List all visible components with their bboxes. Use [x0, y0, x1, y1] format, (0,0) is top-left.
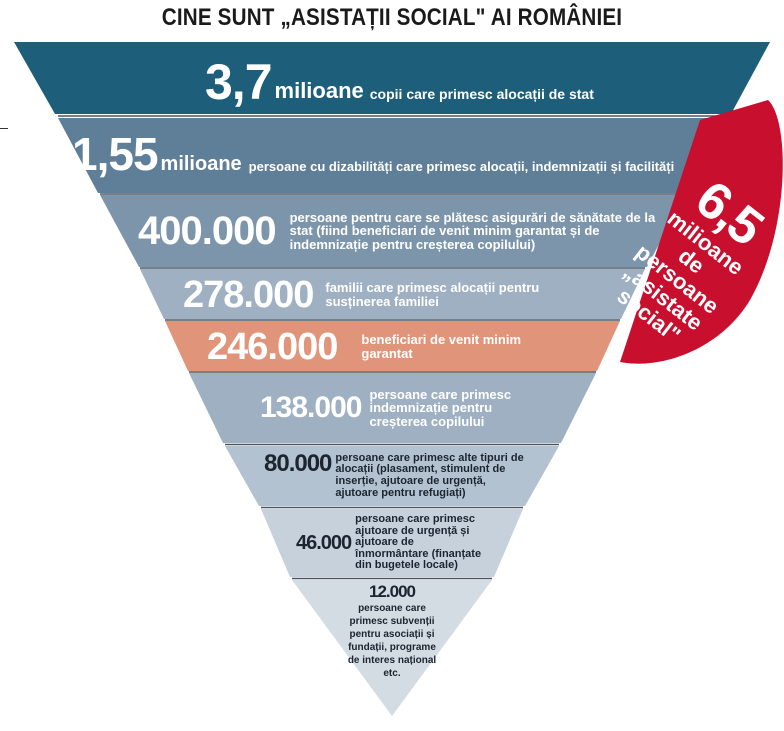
- level-9: 12.000 persoane care primesc subvenții p…: [332, 583, 452, 680]
- level-3-description: persoane pentru care se plătesc asigurăr…: [289, 209, 656, 252]
- level-5-band: [165, 321, 620, 371]
- level-6: 138.000 persoane care primesc indemnizaț…: [260, 378, 534, 438]
- level-5-description: beneficiari de venit minim garantat: [361, 332, 522, 361]
- level-1-unit: milioane: [274, 78, 364, 103]
- level-3: 400.000 persoane pentru care se plătesc …: [138, 198, 670, 264]
- level-9-number: 12.000: [369, 582, 416, 601]
- level-7-description: persoane care primesc alte tipuri de alo…: [335, 451, 524, 499]
- level-5-number: 246.000: [207, 326, 338, 368]
- level-7-number: 80.000: [264, 450, 332, 477]
- level-7-band: [225, 446, 559, 506]
- level-6-number: 138.000: [260, 391, 362, 424]
- level-9-description: persoane care primesc subvenții pentru a…: [347, 603, 437, 679]
- level-6-description: persoane care primesc indemnizație pentr…: [369, 386, 512, 429]
- level-2-band: [58, 118, 728, 193]
- level-7: 80.000 persoane care primesc alte tipuri…: [264, 449, 525, 503]
- level-2-number: 1,55: [72, 128, 159, 180]
- level-2: 1,55 milioane persoane cu dizabilități c…: [72, 126, 674, 182]
- level-1: 3,7 milioane copii care primesc alocații…: [205, 54, 594, 110]
- level-3-number: 400.000: [138, 209, 277, 253]
- total-badge-shape: [620, 100, 783, 364]
- level-5: 246.000 beneficiari de venit minim garan…: [207, 324, 551, 370]
- level-9-band: [292, 580, 492, 716]
- level-4-number: 278.000: [183, 274, 314, 316]
- level-6-band: [189, 373, 596, 443]
- level-8: 46.000 persoane care primesc ajutoare de…: [296, 512, 490, 574]
- level-4: 278.000 familii care primesc alocații pe…: [183, 272, 575, 318]
- infographic-title: CINE SUNT „ASISTAȚII SOCIAL" AI ROMÂNIEI: [161, 4, 623, 31]
- level-8-description: persoane care primesc ajutoare de urgenț…: [355, 513, 482, 572]
- level-1-number: 3,7: [205, 54, 273, 110]
- level-1-description: copii care primesc alocații de stat: [369, 86, 594, 103]
- level-8-number: 46.000: [296, 532, 352, 554]
- level-2-description: persoane cu dizabilități care primesc al…: [248, 159, 675, 175]
- level-1-band: [14, 42, 770, 114]
- level-4-description: familii care primesc alocații pentru sus…: [325, 280, 540, 309]
- level-4-band: [140, 269, 645, 319]
- level-8-band: [261, 509, 523, 577]
- level-3-band: [100, 195, 685, 267]
- level-2-unit: milioane: [160, 153, 242, 175]
- margin-tick: [0, 128, 8, 129]
